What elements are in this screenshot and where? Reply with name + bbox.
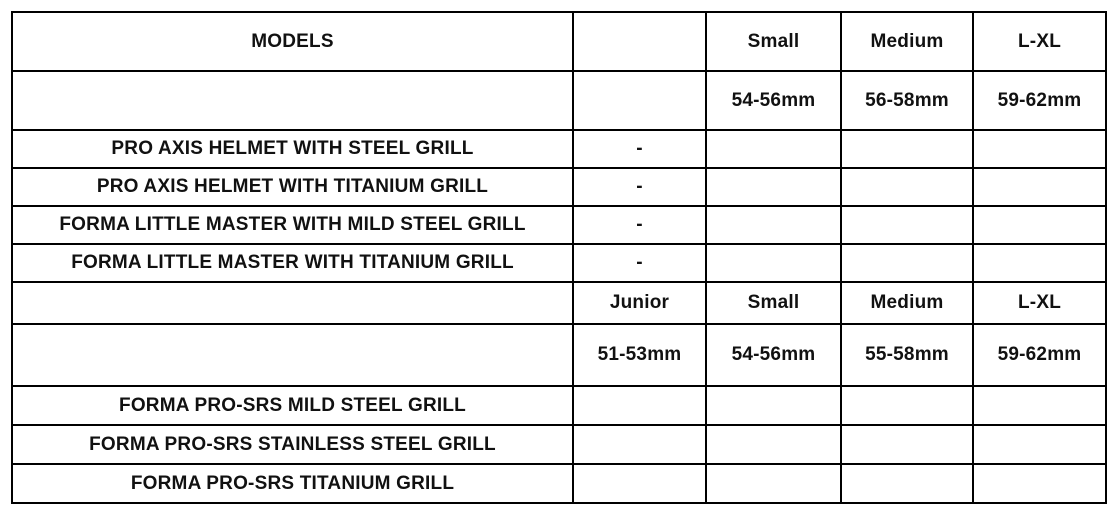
availability-cell-small: [705, 129, 842, 169]
measurement-cell-medium-1: 56-58mm: [840, 70, 974, 131]
availability-cell-small: [705, 463, 842, 504]
availability-cell-lxl: [972, 167, 1107, 207]
model-name-cell: PRO AXIS HELMET WITH TITANIUM GRILL: [11, 167, 574, 207]
availability-cell-lxl: [972, 243, 1107, 283]
table-row: FORMA PRO-SRS MILD STEEL GRILL: [11, 385, 1107, 426]
availability-cell-medium: [840, 205, 974, 245]
availability-cell-lxl: [972, 129, 1107, 169]
availability-cell-junior: [572, 424, 707, 465]
table-measurement-row-1: 54-56mm 56-58mm 59-62mm: [11, 70, 1107, 131]
header-cell-blank-2: [11, 281, 574, 325]
availability-cell-junior: -: [572, 167, 707, 207]
availability-cell-junior: -: [572, 129, 707, 169]
model-name-cell: FORMA PRO-SRS TITANIUM GRILL: [11, 463, 574, 504]
table-row: PRO AXIS HELMET WITH STEEL GRILL -: [11, 129, 1107, 169]
model-name-cell: FORMA PRO-SRS MILD STEEL GRILL: [11, 385, 574, 426]
header-cell-medium-1: Medium: [840, 11, 974, 72]
availability-cell-medium: [840, 243, 974, 283]
availability-cell-junior: -: [572, 243, 707, 283]
measurement-cell-blank-2: [11, 323, 574, 387]
table-row: FORMA LITTLE MASTER WITH TITANIUM GRILL …: [11, 243, 1107, 283]
availability-cell-lxl: [972, 385, 1107, 426]
measurement-cell-blank-1a: [11, 70, 574, 131]
measurement-cell-lxl-1: 59-62mm: [972, 70, 1107, 131]
header-cell-small-1: Small: [705, 11, 842, 72]
table-header-row-models: MODELS Small Medium L-XL: [11, 11, 1107, 72]
availability-cell-small: [705, 205, 842, 245]
availability-cell-lxl: [972, 463, 1107, 504]
availability-cell-medium: [840, 167, 974, 207]
availability-cell-lxl: [972, 205, 1107, 245]
page-title: MODELS: [11, 11, 574, 72]
model-name-cell: FORMA PRO-SRS STAINLESS STEEL GRILL: [11, 424, 574, 465]
helmet-sizing-chart: MODELS Small Medium L-XL 54-56mm 56-58mm…: [11, 11, 1107, 504]
availability-cell-medium: [840, 385, 974, 426]
model-name-cell: FORMA LITTLE MASTER WITH MILD STEEL GRIL…: [11, 205, 574, 245]
availability-cell-medium: [840, 424, 974, 465]
availability-cell-small: [705, 424, 842, 465]
table-measurement-row-2: 51-53mm 54-56mm 55-58mm 59-62mm: [11, 323, 1107, 387]
measurement-cell-junior-2: 51-53mm: [572, 323, 707, 387]
measurement-cell-blank-1b: [572, 70, 707, 131]
header-cell-medium-2: Medium: [840, 281, 974, 325]
availability-cell-lxl: [972, 424, 1107, 465]
availability-cell-small: [705, 243, 842, 283]
availability-cell-small: [705, 385, 842, 426]
measurement-cell-lxl-2: 59-62mm: [972, 323, 1107, 387]
header-cell-junior-2: Junior: [572, 281, 707, 325]
model-name-cell: PRO AXIS HELMET WITH STEEL GRILL: [11, 129, 574, 169]
sizing-table: MODELS Small Medium L-XL 54-56mm 56-58mm…: [11, 11, 1107, 504]
table-row: FORMA PRO-SRS STAINLESS STEEL GRILL: [11, 424, 1107, 465]
measurement-cell-small-2: 54-56mm: [705, 323, 842, 387]
header-cell-blank-1: [572, 11, 707, 72]
table-header-row-prosrs: Junior Small Medium L-XL: [11, 281, 1107, 325]
availability-cell-junior: [572, 463, 707, 504]
availability-cell-junior: [572, 385, 707, 426]
availability-cell-small: [705, 167, 842, 207]
availability-cell-junior: -: [572, 205, 707, 245]
table-row: FORMA PRO-SRS TITANIUM GRILL: [11, 463, 1107, 504]
table-row: PRO AXIS HELMET WITH TITANIUM GRILL -: [11, 167, 1107, 207]
header-cell-lxl-2: L-XL: [972, 281, 1107, 325]
measurement-cell-small-1: 54-56mm: [705, 70, 842, 131]
availability-cell-medium: [840, 129, 974, 169]
model-name-cell: FORMA LITTLE MASTER WITH TITANIUM GRILL: [11, 243, 574, 283]
measurement-cell-medium-2: 55-58mm: [840, 323, 974, 387]
header-cell-small-2: Small: [705, 281, 842, 325]
availability-cell-medium: [840, 463, 974, 504]
header-cell-lxl-1: L-XL: [972, 11, 1107, 72]
table-row: FORMA LITTLE MASTER WITH MILD STEEL GRIL…: [11, 205, 1107, 245]
